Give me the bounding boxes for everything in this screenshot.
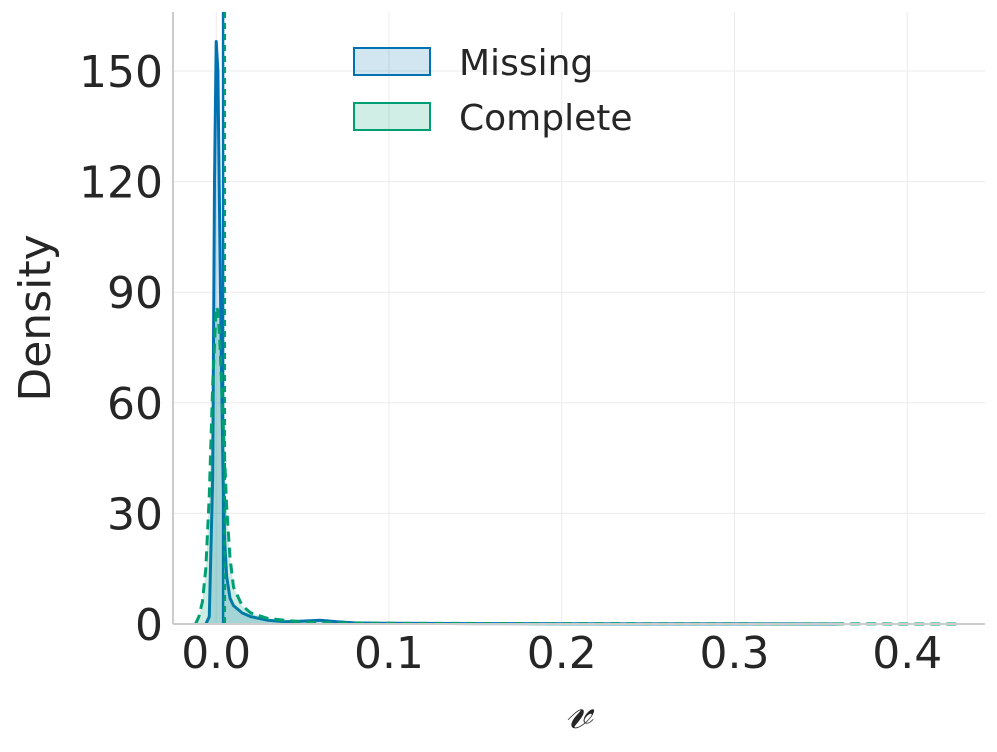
legend: Missing Complete xyxy=(353,43,633,139)
y-axis-label: Density xyxy=(10,234,61,401)
y-tick-label: 120 xyxy=(79,158,163,209)
ticks: 0 30 60 90 120 150 0.0 0.1 0.2 0.3 0.4 xyxy=(79,47,942,679)
grid xyxy=(173,12,985,625)
y-tick-label: 30 xyxy=(107,489,163,540)
x-tick-label: 0.1 xyxy=(354,628,424,679)
y-tick-label: 60 xyxy=(107,379,163,430)
axes xyxy=(172,12,985,625)
x-tick-label: 0.4 xyxy=(872,628,942,679)
legend-swatch-missing xyxy=(353,47,431,76)
y-tick-label: 150 xyxy=(79,47,163,98)
x-tick-label: 0.2 xyxy=(527,628,597,679)
x-tick-label: 0.0 xyxy=(181,628,251,679)
x-tick-label: 0.3 xyxy=(699,628,769,679)
y-tick-label: 90 xyxy=(107,268,163,319)
density-area-complete xyxy=(195,306,960,624)
x-axis-label: 𝓋 xyxy=(566,678,595,741)
legend-label-missing: Missing xyxy=(459,43,593,84)
y-tick-label: 0 xyxy=(135,600,163,651)
density-line-complete xyxy=(194,305,960,626)
legend-swatch-complete xyxy=(353,102,431,131)
legend-label-complete: Complete xyxy=(459,98,633,139)
